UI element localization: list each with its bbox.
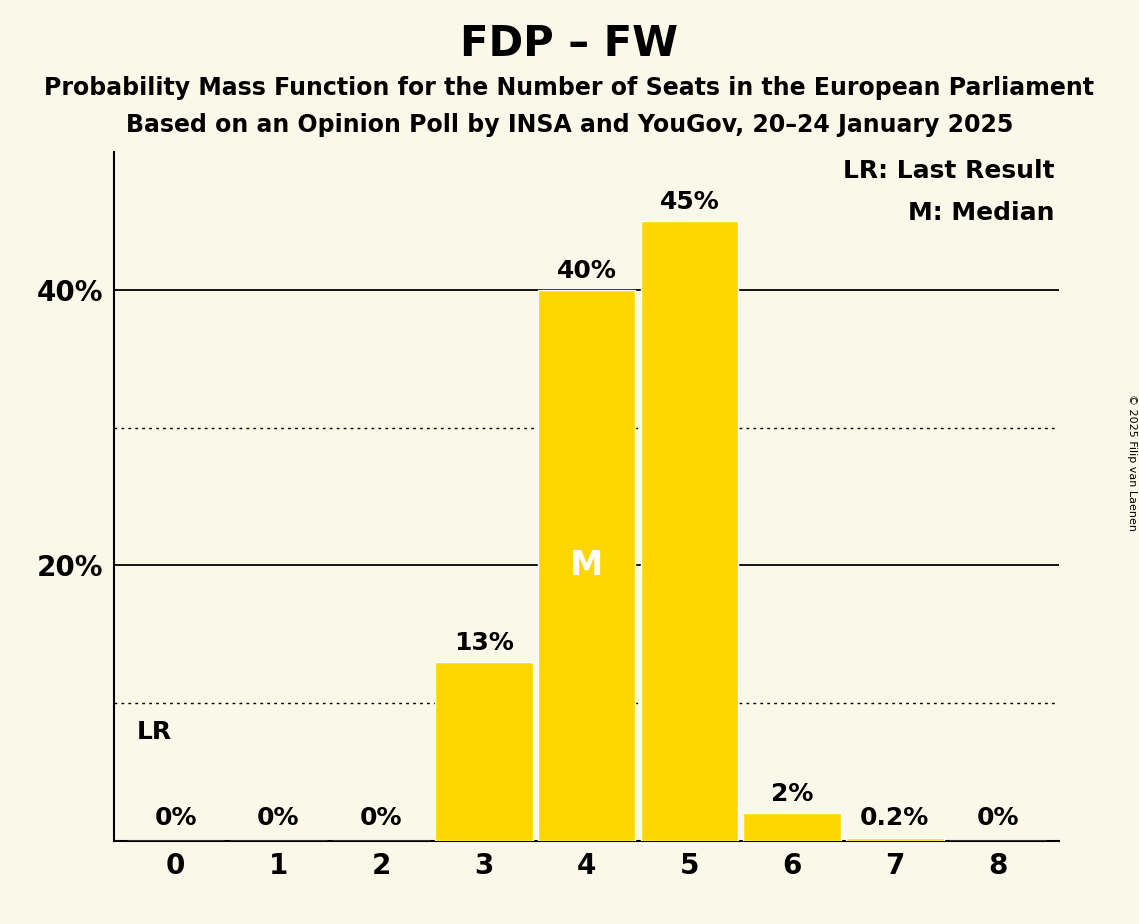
- Text: M: M: [570, 549, 604, 582]
- Text: 13%: 13%: [453, 631, 514, 655]
- Text: 0%: 0%: [257, 806, 300, 830]
- Bar: [435, 662, 533, 841]
- Text: LR: LR: [137, 721, 172, 745]
- Bar: [640, 222, 738, 841]
- Text: 0%: 0%: [360, 806, 402, 830]
- Text: Based on an Opinion Poll by INSA and YouGov, 20–24 January 2025: Based on an Opinion Poll by INSA and You…: [125, 113, 1014, 137]
- Text: 40%: 40%: [557, 260, 616, 284]
- Text: M: Median: M: Median: [908, 201, 1054, 225]
- Bar: [744, 813, 841, 841]
- Text: Probability Mass Function for the Number of Seats in the European Parliament: Probability Mass Function for the Number…: [44, 76, 1095, 100]
- Text: 0%: 0%: [976, 806, 1019, 830]
- Text: 45%: 45%: [659, 190, 719, 214]
- Text: FDP – FW: FDP – FW: [460, 23, 679, 65]
- Text: © 2025 Filip van Laenen: © 2025 Filip van Laenen: [1126, 394, 1137, 530]
- Text: 0.2%: 0.2%: [860, 806, 929, 830]
- Bar: [846, 838, 944, 841]
- Text: 2%: 2%: [771, 783, 813, 807]
- Bar: [538, 290, 636, 841]
- Text: LR: Last Result: LR: Last Result: [843, 159, 1054, 183]
- Text: 0%: 0%: [154, 806, 197, 830]
